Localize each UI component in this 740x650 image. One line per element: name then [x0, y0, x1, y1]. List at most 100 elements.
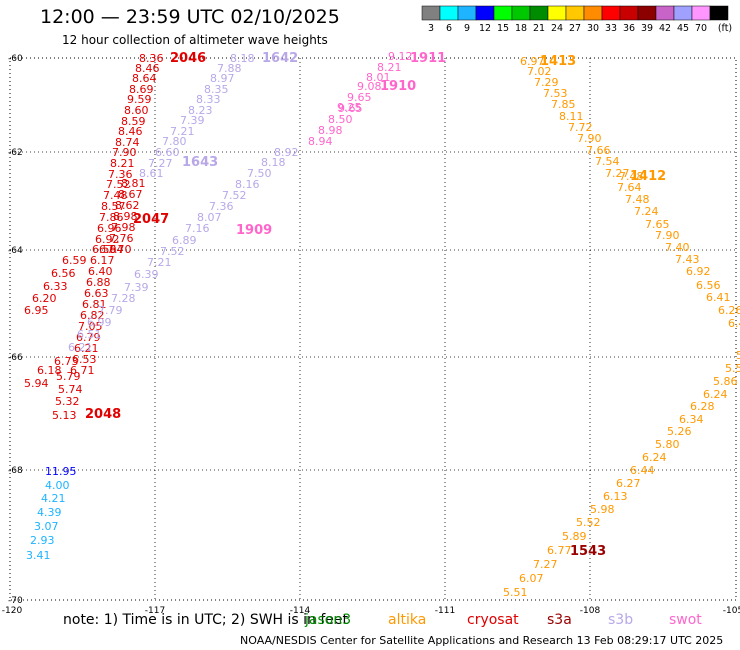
wave-height-value: 7.27	[533, 558, 558, 571]
scale-swatch	[511, 5, 531, 21]
wave-height-value: 7.80	[162, 135, 187, 148]
wave-height-value: 6.46	[728, 317, 740, 330]
latitude-label: -68	[8, 466, 23, 476]
wave-height-value: 6.60	[155, 146, 180, 159]
scale-label: 30	[587, 23, 599, 34]
wave-height-value: 5.80	[655, 438, 680, 451]
map-subtitle: 12 hour collection of altimeter wave hei…	[62, 33, 328, 47]
wave-height-value: 6.63	[84, 287, 109, 300]
wave-height-value: 6.13	[603, 490, 628, 503]
pass-label: 1911	[410, 51, 446, 66]
wave-height-value: 7.52	[160, 245, 185, 258]
wave-height-value: 6.18	[37, 364, 62, 377]
wave-height-value: 6.59	[92, 243, 117, 256]
scale-label: 15	[497, 23, 509, 34]
scale-label: 12	[479, 23, 491, 34]
wave-height-value: 6.77	[547, 544, 572, 557]
credit-footer: NOAA/NESDIS Center for Satellite Applica…	[240, 634, 724, 647]
mission-name: s3b	[608, 612, 634, 628]
wave-height-value: 6.88	[86, 276, 111, 289]
pass-label: 2046	[170, 51, 206, 66]
units-note: note: 1) Time is in UTC; 2) SWH is in fe…	[63, 612, 349, 628]
scale-label: 36	[623, 23, 635, 34]
wave-height-value: 9.65	[347, 91, 372, 104]
wave-height-value: 8.11	[559, 110, 584, 123]
wave-height-value: 6.59	[62, 254, 87, 267]
wave-height-value: 6.71	[70, 364, 95, 377]
mission-name: swot	[669, 612, 702, 628]
wave-height-value: 7.53	[543, 87, 568, 100]
longitude-label: -111	[435, 606, 455, 616]
wave-height-value: 7.98	[111, 221, 136, 234]
wave-height-value: 6.97	[520, 55, 545, 68]
wave-height-value: 8.16	[235, 178, 260, 191]
scale-label: 21	[533, 23, 545, 34]
wave-height-value: 5.59	[725, 362, 740, 375]
pass-label: 1642	[262, 51, 298, 66]
wave-height-value: 8.97	[210, 72, 235, 85]
wave-height-value: 9.08	[357, 80, 382, 93]
scale-label: 9	[464, 23, 470, 34]
wave-height-value: 5.98	[590, 503, 615, 516]
latitude-label: -64	[8, 246, 23, 256]
wave-height-value: 9.25	[337, 101, 362, 114]
wave-height-value: 4.39	[37, 506, 62, 519]
longitude-label: -105	[723, 606, 740, 616]
wave-height-value: 7.86	[99, 211, 124, 224]
wave-height-value: 7.76	[109, 232, 134, 245]
wave-height-value: 8.81	[121, 177, 146, 190]
wave-height-value: 7.90	[577, 132, 602, 145]
wave-height-value: 8.01	[366, 71, 391, 84]
latitude-label: -66	[8, 353, 23, 363]
scale-label: 33	[605, 23, 617, 34]
map-frame	[9, 57, 737, 601]
scale-label: (ft)	[718, 23, 732, 34]
pass-label: 1643	[182, 155, 218, 170]
wave-height-value: 8.74	[115, 136, 140, 149]
wave-height-value: 2.93	[30, 534, 55, 547]
wave-height-value: 7.65	[645, 218, 670, 231]
scale-label: 70	[695, 23, 707, 34]
wave-height-value: 6.99	[87, 316, 112, 329]
wave-height-value: 8.57	[101, 200, 126, 213]
wave-height-value: 6.28	[690, 400, 715, 413]
scale-swatch	[583, 5, 603, 21]
wave-height-value: 7.79	[98, 304, 123, 317]
wave-height-value: 8.46	[135, 62, 160, 75]
wave-height-value: 6.21	[74, 342, 99, 355]
wave-height-value: 8.62	[115, 199, 140, 212]
wave-height-value: 5.74	[58, 383, 83, 396]
wave-height-value: 5.9	[736, 349, 740, 362]
wave-height-value: 8.18	[230, 52, 255, 65]
pass-label: 2048	[85, 407, 121, 422]
wave-height-value: 6.79	[76, 331, 101, 344]
wave-height-value: 6.34	[679, 413, 704, 426]
wave-height-value: 8.92	[274, 146, 299, 159]
wave-height-value: 5.51	[503, 586, 528, 599]
pass-label: 1543	[570, 544, 606, 559]
wave-height-value: 7.90	[112, 146, 137, 159]
wave-height-value: 6.51	[77, 328, 102, 341]
wave-height-value: 7.48	[625, 193, 650, 206]
wave-height-value: 8.98	[113, 210, 138, 223]
wave-height-value: 6.92	[686, 265, 711, 278]
wave-height-value: 7.36	[209, 200, 234, 213]
wave-height-value: 6.07	[519, 572, 544, 585]
wave-height-value: 7.27	[605, 167, 630, 180]
scale-swatch	[475, 5, 495, 21]
wave-height-value: 4.00	[45, 479, 70, 492]
color-scale-legend: 3 6 9 12 15 18 21 24 27 30 33 36 39 42 45 70 (ft)	[421, 5, 732, 34]
pass-label: 2047	[133, 212, 169, 227]
scale-swatch	[601, 5, 621, 21]
wave-height-value: 6.33	[43, 280, 68, 293]
wave-height-value: 7.90	[655, 229, 680, 242]
wave-height-value: 9.59	[127, 93, 152, 106]
wave-height-value: 6.40	[88, 265, 113, 278]
scale-swatch	[439, 5, 459, 21]
wave-height-value: 6.89	[172, 234, 197, 247]
wave-height-value: 5.13	[52, 409, 77, 422]
latitude-label: -60	[8, 54, 23, 64]
wave-height-value: 6.24	[703, 388, 728, 401]
wave-height-value: 3.07	[34, 520, 59, 533]
wave-height-value: 8.61	[139, 167, 164, 180]
